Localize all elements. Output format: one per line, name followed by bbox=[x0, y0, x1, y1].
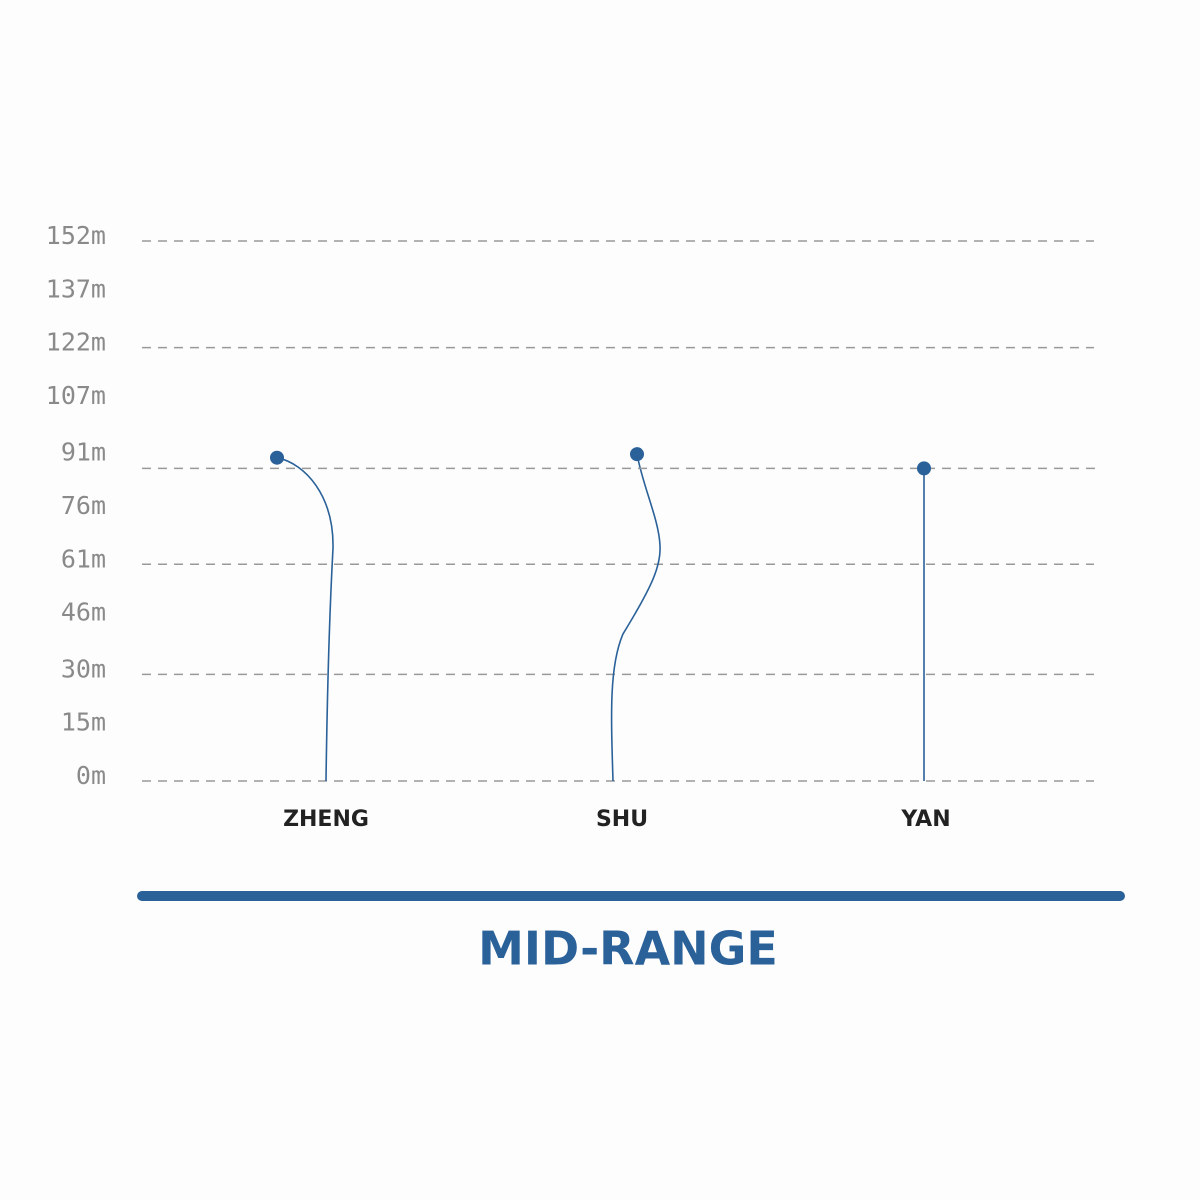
y-tick-label: 107m bbox=[46, 381, 106, 410]
x-tick-label: SHU bbox=[596, 807, 648, 832]
y-tick-label: 46m bbox=[61, 598, 106, 627]
y-tick-label: 61m bbox=[61, 544, 106, 573]
x-tick-label: YAN bbox=[900, 807, 950, 832]
x-tick-label: ZHENG bbox=[283, 807, 369, 832]
y-tick-label: 76m bbox=[61, 491, 106, 520]
trajectory bbox=[276, 456, 334, 782]
peak-dot bbox=[270, 450, 284, 465]
peak-dot bbox=[630, 447, 644, 462]
y-tick-label: 122m bbox=[46, 328, 106, 357]
y-tick-label: 152m bbox=[46, 221, 106, 250]
trajectory bbox=[610, 454, 661, 782]
y-tick-label: 0m bbox=[76, 761, 106, 790]
peak-dot bbox=[917, 461, 931, 476]
y-tick-label: 30m bbox=[61, 654, 106, 683]
y-tick-label: 91m bbox=[61, 438, 106, 467]
y-tick-label: 15m bbox=[61, 708, 106, 737]
y-tick-label: 137m bbox=[46, 274, 106, 303]
chart-title: MID-RANGE bbox=[478, 922, 778, 976]
